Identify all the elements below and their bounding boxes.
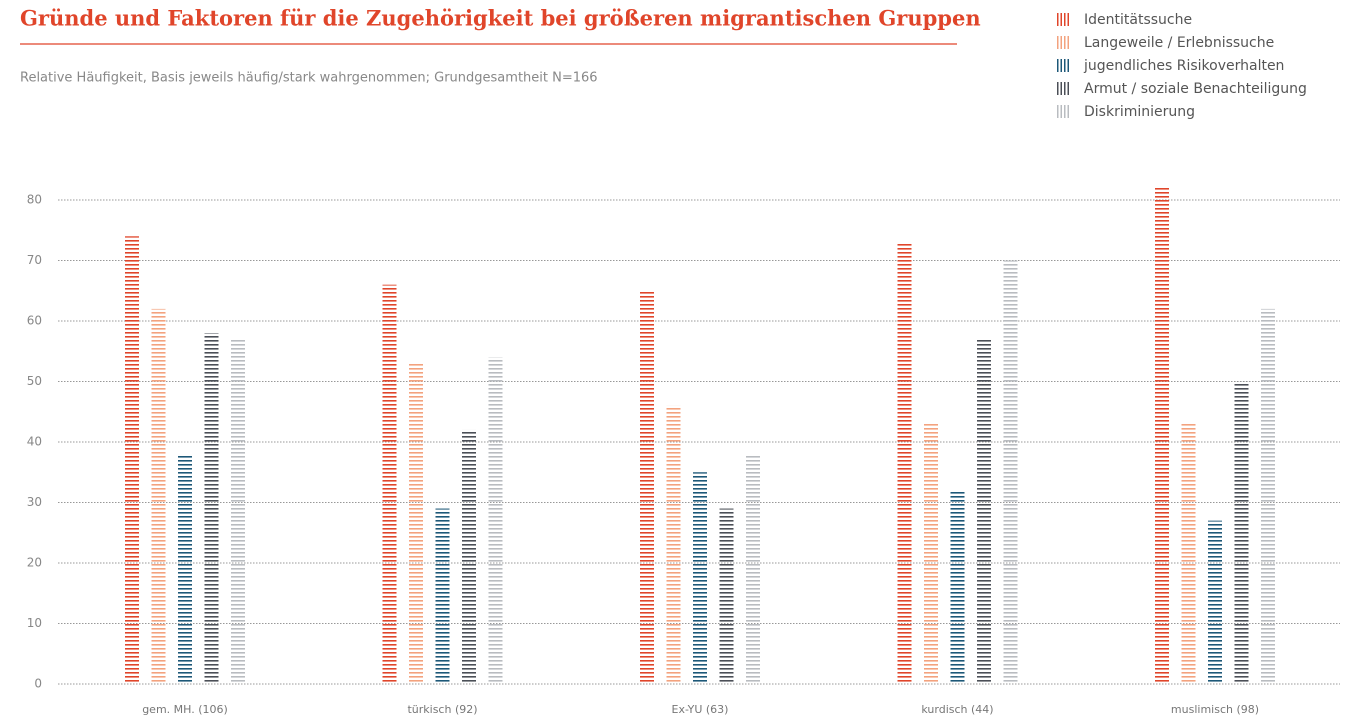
legend-label: Langeweile / Erlebnissuche — [1084, 35, 1274, 51]
legend-label: jugendliches Risikoverhalten — [1083, 58, 1284, 74]
bar — [1155, 187, 1169, 684]
chart-title: Gründe und Faktoren für die Zugehörigkei… — [20, 6, 981, 31]
bar — [1208, 520, 1222, 684]
bar — [231, 339, 245, 684]
bar — [746, 454, 760, 684]
x-tick-label: Ex-YU (63) — [672, 703, 729, 716]
bar — [125, 236, 139, 685]
bar — [1003, 260, 1018, 684]
y-tick-label: 10 — [27, 616, 42, 630]
y-tick-label: 20 — [27, 556, 42, 570]
y-tick-label: 80 — [27, 193, 42, 207]
bar — [1261, 308, 1275, 684]
bar — [924, 423, 938, 684]
bar — [640, 290, 654, 684]
bar — [1181, 423, 1196, 684]
bar — [977, 339, 991, 684]
bar — [666, 405, 681, 684]
y-tick-label: 70 — [27, 253, 42, 267]
bar — [409, 363, 423, 684]
x-tick-label: gem. MH. (106) — [142, 703, 228, 716]
bar — [488, 357, 503, 684]
chart-subtitle: Relative Häufigkeit, Basis jeweils häufi… — [20, 71, 598, 86]
y-tick-label: 60 — [27, 314, 42, 328]
y-tick-label: 30 — [27, 495, 42, 509]
y-tick-label: 0 — [34, 677, 42, 691]
legend-swatch — [1055, 36, 1069, 49]
y-tick-label: 40 — [27, 435, 42, 449]
bar — [693, 472, 707, 684]
bar — [719, 508, 734, 684]
y-tick-label: 50 — [27, 374, 42, 388]
legend-label: Armut / soziale Benachteiligung — [1084, 81, 1307, 97]
bar — [462, 429, 476, 684]
bar — [382, 284, 397, 684]
bar — [897, 242, 912, 684]
bar — [204, 333, 219, 684]
legend-label: Diskriminierung — [1084, 104, 1195, 120]
x-tick-label: muslimisch (98) — [1171, 703, 1259, 716]
bar — [151, 308, 166, 684]
bar — [435, 508, 450, 684]
x-tick-label: kurdisch (44) — [921, 703, 993, 716]
legend-label: Identitätssuche — [1084, 12, 1192, 28]
legend-swatch — [1055, 59, 1069, 72]
bar — [178, 454, 192, 684]
legend-swatch — [1055, 13, 1069, 26]
bar — [950, 490, 965, 684]
legend-swatch — [1055, 105, 1069, 118]
bar — [1234, 381, 1249, 684]
legend-swatch — [1055, 82, 1069, 95]
x-tick-label: türkisch (92) — [407, 703, 477, 716]
